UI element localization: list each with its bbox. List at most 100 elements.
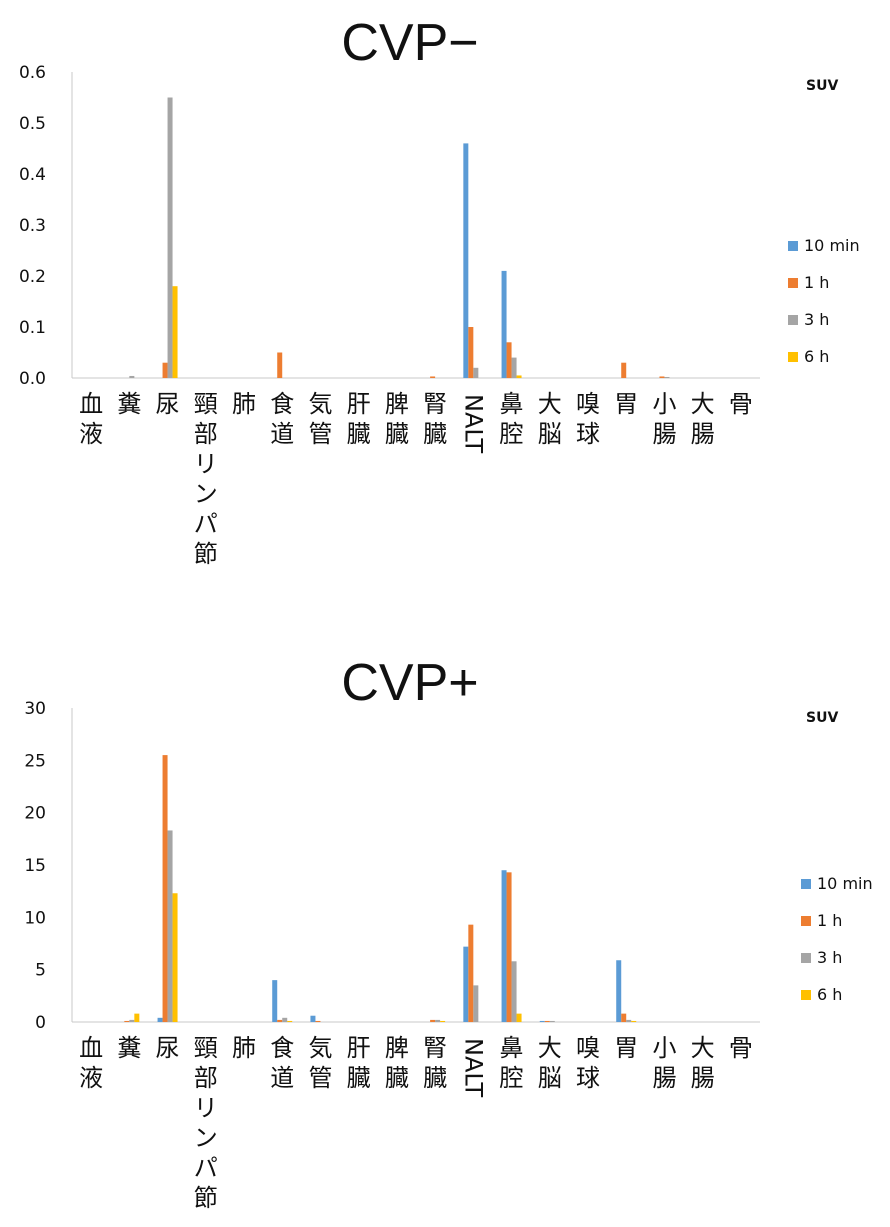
bar-1-h-10 <box>468 327 474 378</box>
category-label: 血液 <box>79 390 103 448</box>
bar-6-h-2 <box>172 893 178 1022</box>
category-label: 糞 <box>117 1034 141 1062</box>
bar-6-h-2 <box>172 286 178 378</box>
category-label: 糞 <box>117 390 141 418</box>
bar-10-min-6 <box>310 1015 316 1022</box>
bar-10-min-12 <box>539 1020 545 1022</box>
category-label: 尿 <box>156 390 180 418</box>
category-labels: 血液糞尿頸部リンパ節肺 食道気管肝臓脾臓腎臓 NALT 鼻腔大脳嗅球胃 小腸大腸骨 <box>79 1034 753 1212</box>
bar-3-h-1 <box>129 375 135 378</box>
y-tick-label: 0.3 <box>19 216 46 236</box>
legend-label-3-h: 3 h <box>817 948 842 967</box>
legend-swatch-1-h <box>801 916 811 926</box>
category-labels: 血液糞尿頸部リンパ節肺 食道気管肝臓脾臓腎臓 NALT 鼻腔大脳嗅球胃 小腸大腸骨 <box>79 390 753 568</box>
category-label: 胃 <box>614 390 638 418</box>
category-label: 大腸 <box>691 390 715 448</box>
legend-swatch-6-h <box>801 990 811 1000</box>
legend-label-6-h: 6 h <box>804 347 829 366</box>
category-label: 気管 <box>308 1034 332 1092</box>
bar-1-h-11 <box>506 872 512 1022</box>
bar-1-h-15 <box>659 376 665 378</box>
bar-3-h-2 <box>167 97 173 378</box>
bar-6-h-9 <box>440 1020 446 1022</box>
bar-3-h-12 <box>549 1020 555 1022</box>
bar-1-h-2 <box>162 755 168 1022</box>
category-label: 胃 <box>614 1034 638 1062</box>
bar-3-h-10 <box>473 985 479 1022</box>
category-label: NALT <box>459 394 487 453</box>
bars <box>124 755 637 1022</box>
bar-1-h-2 <box>162 362 168 378</box>
category-label: 骨 <box>729 1034 753 1062</box>
unit-label: SUV <box>806 78 838 94</box>
bar-1-h-9 <box>430 1019 436 1022</box>
bar-3-h-14 <box>626 1019 632 1022</box>
bar-1-h-5 <box>277 352 283 378</box>
legend-swatch-1-h <box>788 278 798 288</box>
bar-6-h-11 <box>516 1013 522 1022</box>
bar-1-h-14 <box>621 362 627 378</box>
category-label: 食道 <box>270 1034 294 1092</box>
unit-label: SUV <box>806 710 838 726</box>
category-label: 大脳 <box>538 1034 562 1092</box>
legend-label-10-min: 10 min <box>804 236 860 255</box>
category-label: 鼻腔 <box>500 1034 524 1092</box>
bar-1-h-5 <box>277 1019 283 1022</box>
legend-label-10-min: 10 min <box>817 874 873 893</box>
bar-10-min-5 <box>272 980 278 1022</box>
y-tick-label: 0.2 <box>19 267 46 287</box>
bar-1-h-12 <box>544 1020 550 1022</box>
legend-swatch-6-h <box>788 352 798 362</box>
bar-6-h-1 <box>134 1013 140 1022</box>
bar-1-h-6 <box>315 1020 321 1022</box>
category-label: 食道 <box>270 390 294 448</box>
legend: 10 min 1 h 3 h 6 h <box>788 236 860 366</box>
legend-label-3-h: 3 h <box>804 310 829 329</box>
category-label: NALT <box>459 1038 487 1097</box>
y-tick-label: 30 <box>24 699 46 719</box>
chart-panel-cvp-minus: CVP− SUV 0.0 0.1 0.2 0.3 0.4 0.5 0.6 血液糞尿頸部リンパ… <box>19 14 860 568</box>
category-label: 小腸 <box>652 390 676 448</box>
category-label: 脾臓 <box>385 390 409 448</box>
bar-3-h-2 <box>167 830 173 1022</box>
category-label: 嗅球 <box>576 1034 600 1092</box>
chart-panel-cvp-plus: CVP+ SUV 0 5 10 15 20 25 30 血液糞尿頸部リンパ節肺 食道気管肝臓脾… <box>24 654 872 1212</box>
category-label: 大腸 <box>691 1034 715 1092</box>
category-label: 大脳 <box>538 390 562 448</box>
y-tick-label: 0 <box>35 1013 46 1033</box>
chart-title: CVP+ <box>341 654 478 712</box>
y-tick-label: 0.1 <box>19 318 46 338</box>
legend-swatch-3-h <box>788 315 798 325</box>
category-label: 骨 <box>729 390 753 418</box>
legend-swatch-10-min <box>801 879 811 889</box>
bar-6-h-5 <box>287 1020 293 1022</box>
bar-3-h-1 <box>129 1019 135 1022</box>
y-tick-label: 0.4 <box>19 165 46 185</box>
bar-10-min-10 <box>463 946 469 1022</box>
y-tick-label: 25 <box>24 751 46 771</box>
category-label: 肝臓 <box>347 390 371 448</box>
bar-10-min-2 <box>157 1017 163 1022</box>
bar-6-h-11 <box>516 375 522 378</box>
bar-3-h-9 <box>435 1019 441 1022</box>
bar-1-h-11 <box>506 342 512 378</box>
y-tick-label: 15 <box>24 856 46 876</box>
y-tick-label: 0.0 <box>19 369 46 389</box>
legend-swatch-3-h <box>801 953 811 963</box>
bar-3-h-15 <box>664 376 670 378</box>
category-label: 頸部リンパ節 <box>194 1034 218 1212</box>
category-label: 気管 <box>308 390 332 448</box>
category-label: 鼻腔 <box>500 390 524 448</box>
legend: 10 min 1 h 3 h 6 h <box>801 874 873 1004</box>
category-label: 腎臓 <box>423 390 447 448</box>
category-label: 血液 <box>79 1034 103 1092</box>
bar-6-h-14 <box>631 1020 637 1022</box>
y-tick-labels: 0 5 10 15 20 25 30 <box>24 699 46 1033</box>
legend-swatch-10-min <box>788 241 798 251</box>
category-label: 頸部リンパ節 <box>194 390 218 568</box>
y-tick-label: 5 <box>35 961 46 981</box>
bar-3-h-11 <box>511 961 517 1022</box>
bars <box>129 97 670 378</box>
